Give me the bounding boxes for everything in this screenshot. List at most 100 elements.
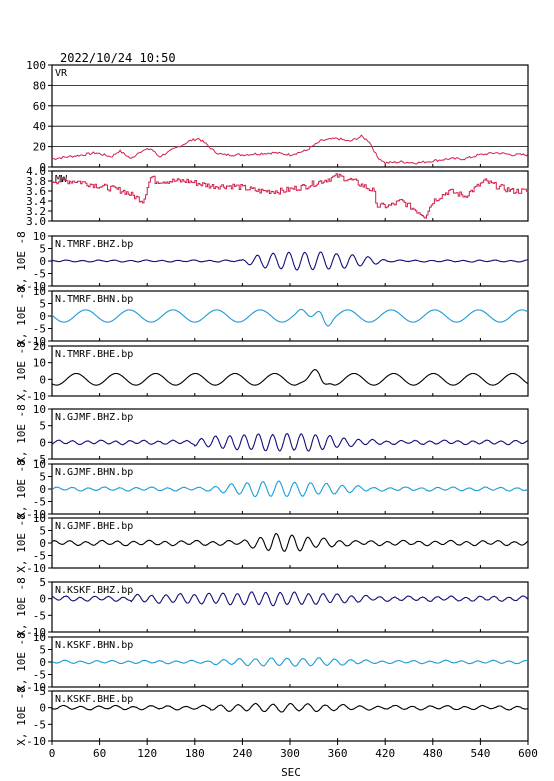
- panel-label: N.TMRF.BHN.bp: [55, 294, 133, 305]
- panels: 100806040200VR4.03.83.63.43.23.0MW1050-5…: [15, 59, 529, 748]
- y-tick-label: 100: [26, 59, 46, 72]
- y-tick-label: 0: [39, 436, 46, 449]
- y-tick-label: 80: [33, 79, 46, 92]
- y-tick-label: 3.8: [26, 175, 46, 188]
- y-tick-label: -10: [26, 562, 46, 575]
- x-tick-label: 0: [49, 747, 56, 760]
- y-axis-label: X, 10E -8: [15, 459, 28, 519]
- panel-label: N.KSKF.BHE.bp: [55, 694, 133, 705]
- y-tick-label: 10: [33, 230, 46, 243]
- y-tick-label: 3.4: [26, 195, 46, 208]
- y-tick-label: -5: [33, 550, 46, 563]
- y-tick-label: 5: [39, 243, 46, 256]
- x-tick-label: 120: [137, 747, 157, 760]
- header-timestamp: 2022/10/24 10:50: [60, 51, 176, 65]
- y-axis-label: X, 10E -8: [15, 341, 28, 401]
- series-line: [52, 173, 529, 219]
- y-axis-label: X, 10E -8: [15, 577, 28, 637]
- y-tick-label: 3.6: [26, 185, 46, 198]
- y-tick-label: 5: [39, 298, 46, 311]
- y-tick-label: 3.2: [26, 205, 46, 218]
- y-tick-label: 5: [39, 420, 46, 433]
- y-axis-label: X, 10E -8: [15, 632, 28, 692]
- panel-label: N.GJMF.BHE.bp: [55, 521, 133, 532]
- y-tick-label: 0: [39, 537, 46, 550]
- y-tick-label: 10: [33, 631, 46, 644]
- y-tick-label: 20: [33, 340, 46, 353]
- y-tick-label: 5: [39, 525, 46, 538]
- y-tick-label: 20: [33, 141, 46, 154]
- panel-1: 100 80 60 40 20 0 VR: [26, 59, 529, 174]
- x-tick-label: 420: [375, 747, 395, 760]
- y-tick-label: 5: [39, 471, 46, 484]
- x-tick-label: 60: [93, 747, 106, 760]
- x-tick-label: 600: [518, 747, 538, 760]
- panel-9: 5 0 -5 -10 N.KSKF.BHZ.bp X, 10E -8: [15, 576, 529, 639]
- y-tick-label: -5: [33, 718, 46, 731]
- y-tick-label: 5: [39, 576, 46, 589]
- y-axis-label: X, 10E -8: [15, 404, 28, 464]
- y-tick-label: -10: [26, 508, 46, 521]
- y-tick-label: -10: [26, 626, 46, 639]
- panel-label: N.TMRF.BHE.bp: [55, 349, 133, 360]
- y-tick-label: 5: [39, 644, 46, 657]
- y-tick-label: 0: [39, 310, 46, 323]
- panel-frame: [51, 170, 529, 222]
- x-axis: 0 60 120 180 240 300 360 420 480 540 600: [49, 741, 538, 760]
- series-line: [51, 591, 529, 607]
- y-tick-label: 10: [33, 458, 46, 471]
- y-tick-label: -10: [26, 335, 46, 348]
- y-tick-label: 0: [39, 255, 46, 268]
- series-line: [51, 702, 529, 713]
- y-tick-label: -5: [33, 496, 46, 509]
- panel-label: N.KSKF.BHZ.bp: [55, 585, 133, 596]
- x-tick-label: 360: [328, 747, 348, 760]
- y-tick-label: 10: [33, 285, 46, 298]
- series-line: [51, 480, 529, 498]
- series-line: [51, 533, 529, 552]
- y-tick-label: 0: [39, 373, 46, 386]
- y-tick-label: -5: [33, 323, 46, 336]
- y-axis-label: X, 10E -8: [15, 231, 28, 291]
- panel-frame: [51, 64, 529, 168]
- y-axis-label: X, 10E -8: [15, 686, 28, 746]
- y-tick-label: 4.0: [26, 165, 46, 178]
- y-tick-label: 0: [39, 593, 46, 606]
- series-line: [51, 657, 529, 667]
- y-tick-label: -5: [33, 669, 46, 682]
- y-axis-label: X, 10E -8: [15, 513, 28, 573]
- series-line: [51, 251, 529, 271]
- x-axis-label: SEC: [281, 766, 301, 779]
- panel-label: N.TMRF.BHZ.bp: [55, 239, 133, 250]
- y-tick-label: -10: [26, 681, 46, 694]
- panel-5: 20 10 0 -10 N.TMRF.BHE.bp X, 10E -8: [15, 340, 529, 403]
- y-tick-label: 40: [33, 120, 46, 133]
- y-tick-label: 10: [33, 403, 46, 416]
- y-tick-label: -10: [26, 280, 46, 293]
- y-tick-label: 0: [39, 161, 46, 174]
- series-line: [51, 134, 529, 165]
- series-line: [51, 433, 529, 452]
- panel-2: 4.03.83.63.43.23.0MW: [26, 165, 529, 228]
- y-tick-label: -10: [26, 735, 46, 748]
- panel-label: N.KSKF.BHN.bp: [55, 640, 133, 651]
- panel-label: N.GJMF.BHZ.bp: [55, 412, 133, 423]
- y-tick-label: 10: [33, 512, 46, 525]
- y-tick-label: 0: [39, 483, 46, 496]
- series-line: [51, 369, 529, 386]
- y-tick-label: -5: [33, 268, 46, 281]
- y-tick-label: -10: [26, 390, 46, 403]
- y-tick-label: -5: [33, 609, 46, 622]
- y-tick-label: 10: [33, 357, 46, 370]
- panel-11: 5 0 -5 -10 N.KSKF.BHE.bp X, 10E -8: [15, 685, 529, 748]
- x-tick-label: 540: [470, 747, 490, 760]
- x-tick-label: 240: [232, 747, 252, 760]
- y-axis-label: X, 10E -8: [15, 286, 28, 346]
- y-tick-label: 3.0: [26, 215, 46, 228]
